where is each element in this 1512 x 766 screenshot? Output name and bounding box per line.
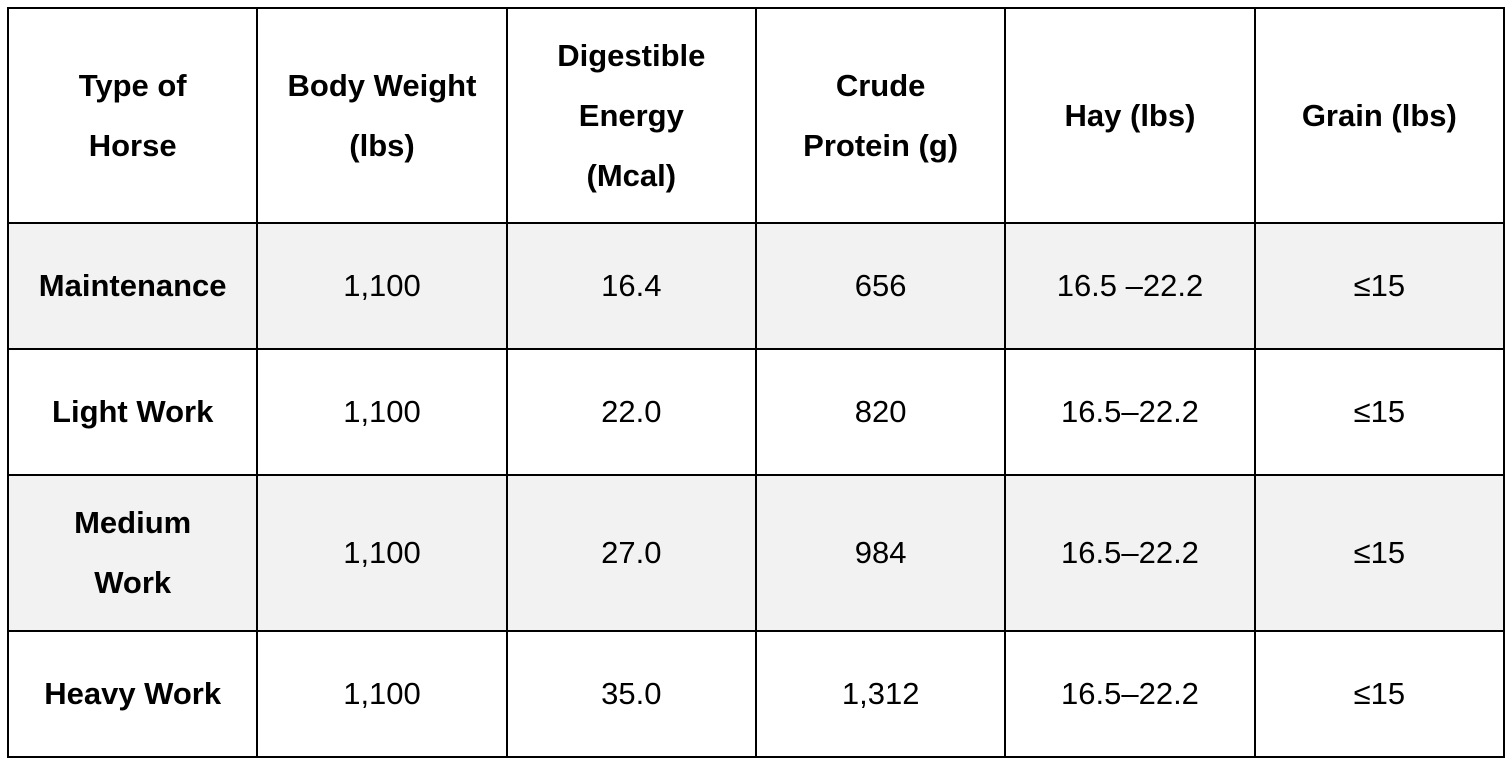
table-body: Maintenance 1,100 16.4 656 16.5 –22.2 ≤15 Ligh… (6, 222, 1506, 758)
cell-line: (lbs) (349, 127, 415, 163)
data-cell: 16.5 –22.2 (1004, 222, 1256, 350)
data-cell: ≤15 (1253, 348, 1506, 476)
data-cell: 16.5–22.2 (1004, 474, 1256, 632)
data-cell: 1,100 (256, 222, 508, 350)
cell-line: Light Work (52, 394, 214, 429)
header-cell: Type of Horse (6, 7, 259, 224)
data-cell: 984 (754, 474, 1007, 632)
cell-line: Protein (g) (803, 127, 959, 163)
cell-line: Type of (78, 67, 187, 103)
cell-line: Energy (578, 97, 684, 133)
cell-line: Work (94, 565, 172, 600)
header-cell: Grain (lbs) (1253, 7, 1506, 224)
cell-line: Horse (88, 127, 177, 163)
data-cell: 22.0 (505, 348, 757, 476)
table-row: Medium Work 1,100 27.0 984 16.5–22.2 ≤15 (6, 474, 1506, 632)
data-cell: 16.4 (505, 222, 757, 350)
data-cell: 1,100 (256, 630, 508, 758)
header-row: Type of Horse Body Weight (lbs) Digestible En… (6, 7, 1506, 224)
data-cell: 16.5–22.2 (1004, 630, 1256, 758)
cell-line: Heavy Work (44, 676, 222, 711)
data-cell: ≤15 (1253, 222, 1506, 350)
table-row: Heavy Work 1,100 35.0 1,312 16.5–22.2 ≤15 (6, 630, 1506, 758)
table-row: Maintenance 1,100 16.4 656 16.5 –22.2 ≤15 (6, 222, 1506, 350)
data-cell: 820 (754, 348, 1007, 476)
data-cell: 1,100 (256, 348, 508, 476)
type-cell: Medium Work (6, 474, 259, 632)
header-cell: Crude Protein (g) (754, 7, 1007, 224)
data-cell: 27.0 (505, 474, 757, 632)
type-cell: Light Work (6, 348, 259, 476)
data-cell: 16.5–22.2 (1004, 348, 1256, 476)
data-cell: 1,100 (256, 474, 508, 632)
data-cell: 1,312 (754, 630, 1007, 758)
type-cell: Heavy Work (6, 630, 259, 758)
cell-line: Crude (835, 67, 926, 103)
type-cell: Maintenance (6, 222, 259, 350)
data-cell: 35.0 (505, 630, 757, 758)
table-row: Light Work 1,100 22.0 820 16.5–22.2 ≤15 (6, 348, 1506, 476)
data-cell: ≤15 (1253, 630, 1506, 758)
cell-line: Medium (74, 505, 192, 540)
cell-line: Hay (lbs) (1064, 97, 1196, 133)
header-cell: Hay (lbs) (1004, 7, 1256, 224)
cell-line: Digestible (557, 37, 706, 73)
horse-nutrition-table: Type of Horse Body Weight (lbs) Digestible En… (6, 7, 1506, 758)
data-cell: ≤15 (1253, 474, 1506, 632)
cell-line: Body Weight (287, 67, 477, 103)
cell-line: Grain (lbs) (1301, 97, 1457, 133)
cell-line: (Mcal) (586, 157, 677, 193)
cell-line: Maintenance (38, 268, 227, 303)
data-cell: 656 (754, 222, 1007, 350)
header-cell: Digestible Energy (Mcal) (505, 7, 757, 224)
header-cell: Body Weight (lbs) (256, 7, 508, 224)
